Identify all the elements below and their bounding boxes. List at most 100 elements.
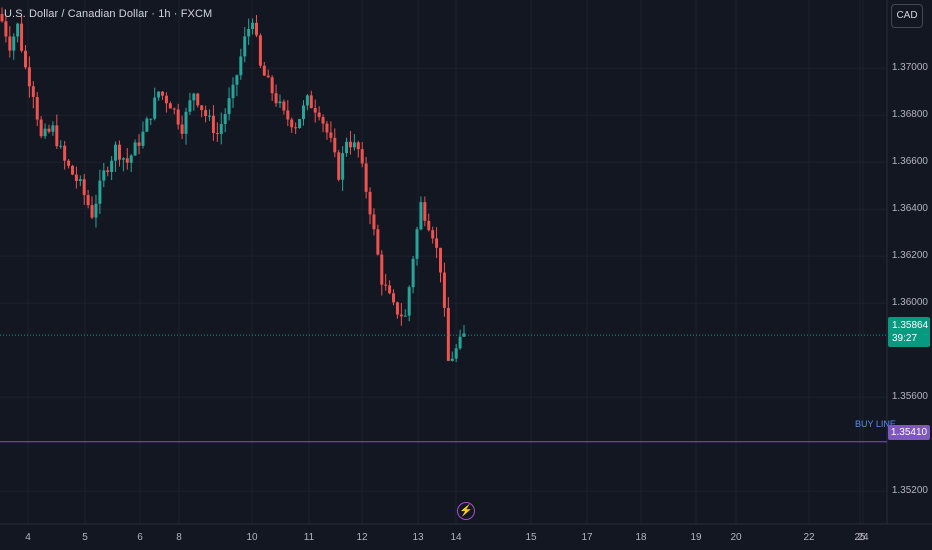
candle [341,146,345,192]
price-axis-label: 1.36200 [891,250,928,262]
candle-body [70,165,74,175]
candle [270,75,274,101]
candle-body [149,118,153,120]
candle [282,99,286,115]
candle-body [51,125,55,132]
candle-body [407,287,411,316]
time-axis-label: 17 [581,532,593,543]
candle [98,169,102,214]
candle-body [282,101,286,111]
candle-body [145,118,149,132]
candle [133,139,137,156]
price-axis-label: 1.36600 [891,156,928,168]
candle [12,33,16,60]
candle-body [78,179,82,181]
candle-body [23,50,27,68]
candle [106,166,110,177]
candle-body [110,160,114,172]
candle [23,45,27,70]
time-axis-label: 5 [82,532,88,543]
candle [149,118,153,126]
candle-body [43,128,47,137]
candle-body [153,97,157,119]
candle-body [317,112,321,118]
candle [59,140,63,149]
candle-body [82,179,86,196]
candle [321,114,325,133]
candle [313,99,317,123]
candle [454,343,458,363]
candle-body [348,141,352,148]
candle [200,105,204,118]
candle-body [251,22,255,29]
candle-body [125,158,129,163]
candle [157,91,161,101]
candle-body [129,155,133,163]
candle [399,303,403,326]
candle-body [90,205,94,218]
candle [305,94,309,111]
candle [235,74,239,97]
candle-body [184,111,188,134]
candle [243,27,247,63]
candle-body [4,21,8,37]
candle-body [223,113,227,124]
candle-body [427,220,431,231]
candle-body [270,77,274,94]
candle-body [47,128,51,132]
candle-body [200,105,204,111]
time-axis-label: 18 [635,532,647,543]
candle-body [392,293,396,303]
candle [16,22,20,43]
candle [298,118,302,129]
symbol-title[interactable]: U.S. Dollar / Canadian Dollar · 1h · FXC… [4,8,213,20]
candle-body [301,105,305,120]
candle [333,128,337,158]
time-axis-label: 13 [412,532,424,543]
candle-body [399,314,403,317]
time-axis-label: 12 [356,532,368,543]
candle [43,123,47,139]
candle-body [192,93,196,101]
candle-body [243,36,247,57]
candle [247,18,251,45]
candle-body [403,315,407,317]
time-axis-label: 20 [730,532,742,543]
candle-body [309,95,313,109]
candle-body [329,132,333,138]
candle [395,301,399,319]
candle [439,247,443,283]
candle-body [286,110,290,120]
candle [78,175,82,187]
candle-body [39,119,43,137]
candle [35,92,39,126]
candle-body [31,86,35,97]
candle-body [141,131,145,146]
time-axis-label: 6 [137,532,143,543]
currency-button[interactable]: CAD [891,4,923,28]
time-axis-label: 11 [303,532,315,543]
candle [110,156,114,181]
lightning-icon[interactable]: ⚡ [457,502,475,520]
candle [254,15,258,38]
candle-body [450,358,454,361]
candle-body [12,36,16,51]
candle [208,109,212,121]
candle [364,156,368,199]
candle [114,141,118,172]
candle [121,157,125,172]
candle-body [290,119,294,128]
candle-body [313,108,317,113]
candle [31,81,35,109]
candle-body [27,67,31,87]
price-axis-label: 1.36000 [891,297,928,309]
candle-body [219,123,223,134]
candle-body [376,229,380,255]
candle-body [20,23,24,51]
candle [0,7,4,23]
candle-body [458,336,462,349]
candle-body [439,247,443,273]
candle-body [321,117,325,124]
